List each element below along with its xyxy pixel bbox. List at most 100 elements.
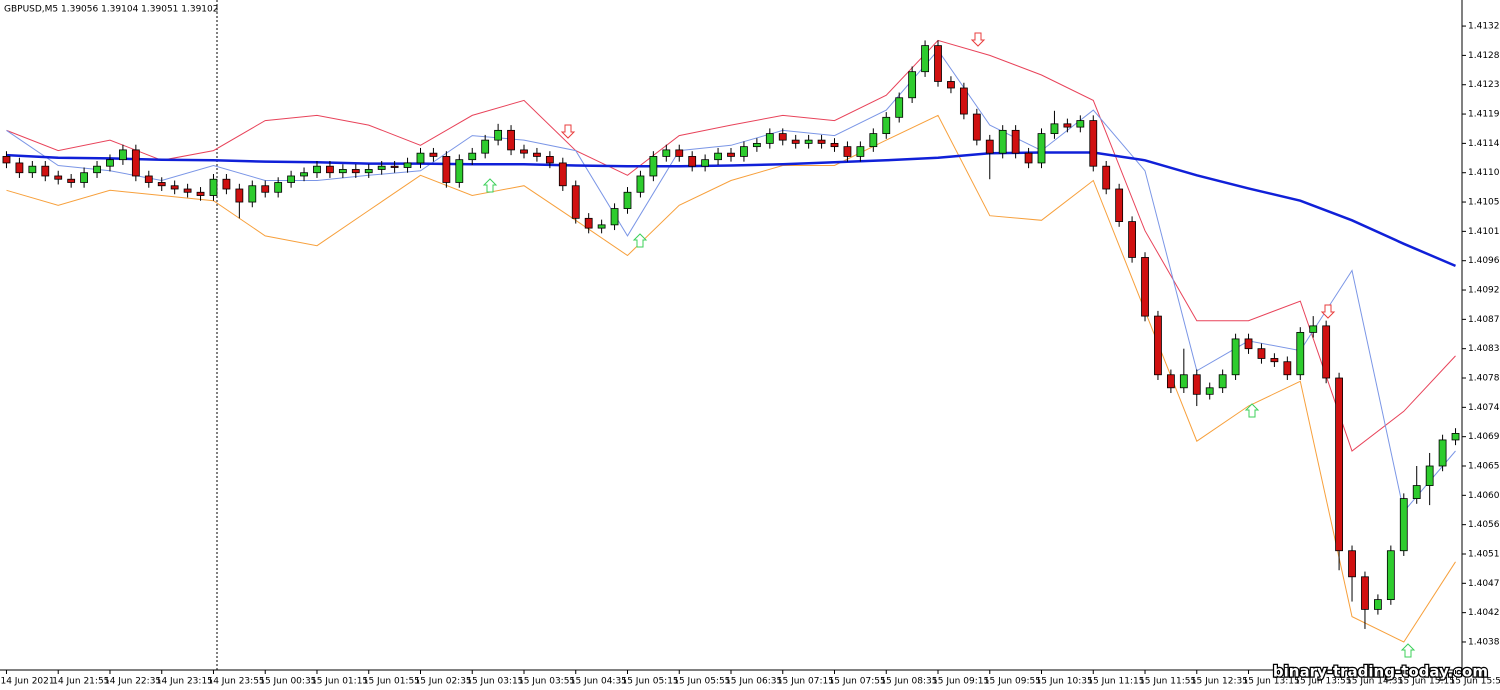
x-tick-label: 15 Jun 08:35: [880, 677, 937, 687]
candle-body: [261, 185, 270, 193]
candle-body: [93, 165, 101, 174]
candle-body: [1399, 498, 1408, 552]
candle-body: [377, 165, 386, 170]
candle-body: [222, 178, 231, 190]
candle-body: [701, 159, 710, 167]
candle-body: [1257, 348, 1266, 359]
candle-body: [274, 182, 283, 193]
candle-body: [416, 152, 425, 164]
y-tick-label: 1.40650: [1468, 462, 1500, 472]
x-tick-label: 15 Jun 15:15: [1398, 677, 1455, 687]
candle-body: [985, 139, 994, 154]
y-tick-label: 1.40605: [1468, 491, 1500, 501]
x-tick-label: 15 Jun 05:55: [673, 677, 730, 687]
candle-body: [209, 178, 218, 196]
candle-body: [765, 133, 774, 144]
candle-body: [610, 208, 619, 226]
x-tick-label: 15 Jun 04:35: [570, 677, 627, 687]
buy-arrow: [482, 178, 498, 193]
candle-body: [934, 45, 942, 82]
x-tick-label: 15 Jun 00:35: [259, 677, 316, 687]
sell-arrow: [560, 124, 576, 139]
candle-body: [1102, 165, 1111, 190]
candle-body: [1205, 387, 1214, 395]
y-tick-label: 1.40875: [1468, 315, 1500, 325]
candle-body: [481, 139, 490, 154]
candle-body: [80, 172, 88, 183]
candle-body: [313, 165, 321, 174]
candle-body: [1270, 358, 1279, 363]
candle-body: [662, 149, 671, 157]
candle-body: [1361, 576, 1369, 610]
candle-body: [1309, 325, 1318, 333]
sell-arrow: [970, 32, 986, 47]
candle-body: [1192, 374, 1201, 395]
x-tick-label: 15 Jun 10:35: [1036, 677, 1093, 687]
candle-body: [571, 185, 580, 219]
candle-body: [882, 116, 891, 135]
candle-body: [869, 133, 878, 148]
candle-body: [494, 129, 503, 141]
x-tick-label: 15 Jun 07:55: [829, 677, 886, 687]
candle-body: [584, 217, 593, 229]
candle-body: [1179, 374, 1188, 389]
candle-body: [947, 81, 955, 89]
x-tick-label: 15 Jun 03:15: [466, 677, 523, 687]
x-tick-label: 15 Jun 05:15: [621, 677, 678, 687]
candle-body: [1063, 123, 1072, 128]
candle-body: [1115, 188, 1124, 222]
candle-body: [1166, 374, 1175, 389]
watermark: binary-trading-today.com: [1273, 663, 1488, 681]
candle-body: [804, 139, 813, 144]
candle-body: [41, 165, 50, 177]
y-tick-label: 1.40920: [1468, 286, 1500, 296]
candle-body: [727, 152, 735, 157]
candle-body: [649, 156, 658, 177]
y-tick-label: 1.40740: [1468, 403, 1500, 413]
x-tick-label: 15 Jun 09:55: [984, 677, 1041, 687]
y-tick-label: 1.40515: [1468, 549, 1500, 559]
candle-body: [248, 185, 257, 203]
candle-body: [2, 156, 11, 164]
candle-body: [1438, 439, 1447, 467]
candle-body: [791, 139, 800, 144]
candle-body: [196, 191, 205, 196]
candle-body: [843, 146, 852, 157]
buy-arrow: [1400, 643, 1416, 658]
y-tick-label: 1.41325: [1468, 22, 1500, 32]
candle-body: [1425, 465, 1434, 486]
x-tick-label: 15 Jun 13:55: [1294, 677, 1351, 687]
candle-body: [688, 156, 697, 167]
candle-body: [533, 152, 541, 157]
candle-body: [326, 165, 334, 174]
buy-arrow: [1244, 403, 1260, 418]
candle-body: [856, 146, 865, 157]
y-tick-label: 1.41190: [1468, 110, 1500, 120]
candle-body: [817, 139, 826, 144]
y-tick-label: 1.41055: [1468, 198, 1500, 208]
candle-body: [597, 224, 606, 229]
y-tick-label: 1.41235: [1468, 80, 1500, 90]
candle-body: [300, 172, 308, 177]
x-tick-label: 15 Jun 15:5: [1450, 677, 1500, 687]
indicator-line: [6, 114, 1456, 643]
candle-body: [1076, 120, 1085, 128]
candle-body: [623, 191, 632, 209]
candle-body: [351, 169, 360, 174]
candle-body: [1037, 133, 1046, 164]
candle-body: [364, 169, 373, 174]
candle-body: [1154, 315, 1162, 376]
candle-body: [28, 165, 37, 174]
x-tick-label: 15 Jun 06:35: [725, 677, 782, 687]
candle-body: [54, 175, 63, 180]
y-tick-label: 1.40470: [1468, 579, 1500, 589]
candle-body: [338, 169, 347, 174]
candle-body: [119, 149, 127, 161]
candle-body: [287, 175, 296, 183]
chart-title: GBPUSD,M5 1.39056 1.39104 1.39051 1.3910…: [4, 5, 218, 15]
y-tick-label: 1.41145: [1468, 139, 1500, 149]
candle-body: [636, 175, 645, 193]
candle-body: [959, 87, 968, 115]
x-tick-label: 14 Jun 23:15: [156, 677, 213, 687]
candle-body: [998, 129, 1007, 154]
